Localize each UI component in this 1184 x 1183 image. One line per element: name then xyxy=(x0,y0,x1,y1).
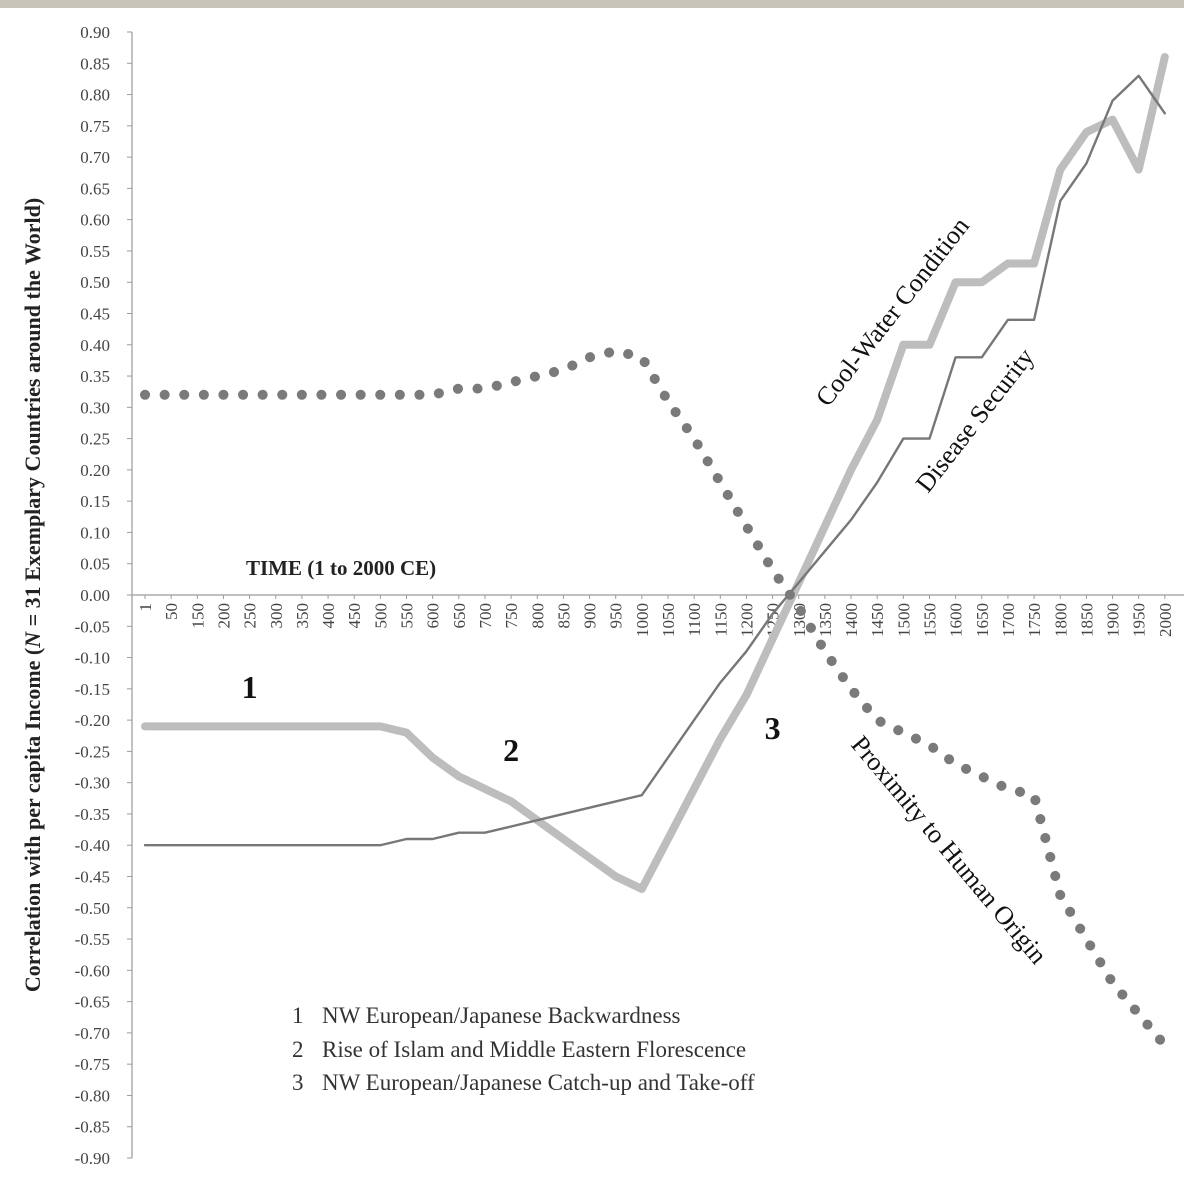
y-tick-label: -0.15 xyxy=(75,680,110,699)
x-tick-label: 2000 xyxy=(1156,603,1175,637)
x-tick-label: 500 xyxy=(371,603,390,629)
x-tick-label: 400 xyxy=(319,603,338,629)
y-tick-label: 0.70 xyxy=(80,148,110,167)
y-tick-label: -0.90 xyxy=(75,1149,110,1168)
series-layer xyxy=(140,53,1170,1051)
x-tick-label: 600 xyxy=(424,603,443,629)
x-tick-label: 700 xyxy=(476,603,495,629)
y-tick-label: 0.10 xyxy=(80,523,110,542)
legend-note-1-number: 1 xyxy=(292,1003,304,1028)
y-tick-label: 0.35 xyxy=(80,367,110,386)
y-tick-label: -0.30 xyxy=(75,774,110,793)
x-tick-label: 1400 xyxy=(842,603,861,637)
x-tick-label: 950 xyxy=(607,603,626,629)
y-tick-label: -0.75 xyxy=(75,1055,110,1074)
x-tick-label: 850 xyxy=(554,603,573,629)
y-tick-label: 0.15 xyxy=(80,492,110,511)
y-axis-label-italic-n: N xyxy=(20,631,45,649)
y-tick-label: 0.20 xyxy=(80,461,110,480)
y-tick-label: -0.20 xyxy=(75,711,110,730)
y-tick-label: 0.85 xyxy=(80,54,110,73)
x-tick-label: 550 xyxy=(398,603,417,629)
x-tick-label: 1900 xyxy=(1104,603,1123,637)
legend-notes: 1 NW European/Japanese Backwardness 2 Ri… xyxy=(292,1003,755,1095)
x-tick-label: 1950 xyxy=(1130,603,1149,637)
period-marker-2: 2 xyxy=(503,732,519,768)
x-tick-label: 650 xyxy=(450,603,469,629)
x-tick-label: 1750 xyxy=(1025,603,1044,637)
x-tick-label: 1800 xyxy=(1051,603,1070,637)
legend-note-2-number: 2 xyxy=(292,1037,304,1062)
x-tick-label: 1700 xyxy=(999,603,1018,637)
x-tick-label: 1100 xyxy=(685,603,704,636)
y-tick-label: 0.80 xyxy=(80,86,110,105)
x-tick-label: 1350 xyxy=(816,603,835,637)
y-tick-label: 0.25 xyxy=(80,430,110,449)
y-tick-label: -0.05 xyxy=(75,617,110,636)
period-marker-1: 1 xyxy=(242,669,258,705)
y-axis-label-part-2: = 31 Exemplary Countries around the Worl… xyxy=(20,198,45,632)
x-tick-label: 1450 xyxy=(868,603,887,637)
window-top-border xyxy=(0,0,1184,8)
x-tick-label: 1000 xyxy=(633,603,652,637)
x-tick-label: 200 xyxy=(214,603,233,629)
y-tick-label: 0.45 xyxy=(80,305,110,324)
x-tick-label: 1500 xyxy=(894,603,913,637)
y-tick-label: -0.35 xyxy=(75,805,110,824)
y-tick-label: 0.90 xyxy=(80,23,110,42)
series-line-0 xyxy=(141,53,1169,893)
y-tick-label: -0.10 xyxy=(75,649,110,668)
y-tick-label: 0.05 xyxy=(80,555,110,574)
y-axis-label: Correlation with per capita Income (N = … xyxy=(20,198,45,992)
y-tick-label: 0.75 xyxy=(80,117,110,136)
y-axis-label-part-1: Correlation with per capita Income ( xyxy=(20,648,45,992)
x-tick-label: 50 xyxy=(162,603,181,620)
x-tick-label: 800 xyxy=(528,603,547,629)
x-tick-label: 1550 xyxy=(921,603,940,637)
x-tick-label: 1650 xyxy=(973,603,992,637)
y-tick-label: 0.30 xyxy=(80,398,110,417)
y-tick-label: 0.65 xyxy=(80,179,110,198)
legend-note-3-number: 3 xyxy=(292,1070,304,1095)
legend-note-3-text: NW European/Japanese Catch-up and Take-o… xyxy=(322,1070,755,1095)
x-tick-label: 150 xyxy=(188,603,207,629)
series-line-2 xyxy=(140,346,1170,1051)
y-tick-label: 0.60 xyxy=(80,211,110,230)
series-line-1 xyxy=(143,74,1167,847)
y-tick-label: -0.55 xyxy=(75,930,110,949)
x-tick-label: 1200 xyxy=(737,603,756,637)
y-tick-label: -0.40 xyxy=(75,836,110,855)
y-tick-label: 0.50 xyxy=(80,273,110,292)
y-tick-label: 0.55 xyxy=(80,242,110,261)
x-tick-label: 1850 xyxy=(1077,603,1096,637)
y-tick-label: -0.25 xyxy=(75,742,110,761)
y-tick-label: -0.80 xyxy=(75,1086,110,1105)
y-tick-label: -0.70 xyxy=(75,1024,110,1043)
y-tick-label: 0.00 xyxy=(80,586,110,605)
y-tick-label: -0.85 xyxy=(75,1118,110,1137)
y-tick-label: -0.50 xyxy=(75,899,110,918)
x-tick-label: 900 xyxy=(581,603,600,629)
period-marker-3: 3 xyxy=(765,710,781,746)
legend-note-1-text: NW European/Japanese Backwardness xyxy=(322,1003,681,1028)
x-tick-label: 1600 xyxy=(947,603,966,637)
axes-layer: 0.90 0.85 0.80 0.75 0.70 0.65 0.60 0.55 0.50 0.45… xyxy=(75,23,1184,1168)
y-tick-label: -0.45 xyxy=(75,868,110,887)
x-tick-label: 1150 xyxy=(711,603,730,636)
x-tick-label: 1 xyxy=(136,603,155,612)
x-tick-label: 250 xyxy=(241,603,260,629)
x-tick-label: 450 xyxy=(345,603,364,629)
legend-note-2-text: Rise of Islam and Middle Eastern Floresc… xyxy=(322,1037,746,1062)
y-tick-label: -0.60 xyxy=(75,961,110,980)
x-tick-label: 300 xyxy=(267,603,286,629)
y-tick-label: -0.65 xyxy=(75,993,110,1012)
x-tick-label: 1050 xyxy=(659,603,678,637)
y-tick-label: 0.40 xyxy=(80,336,110,355)
x-tick-label: 350 xyxy=(293,603,312,629)
x-tick-label: 750 xyxy=(502,603,521,629)
x-axis-label: TIME (1 to 2000 CE) xyxy=(246,556,436,580)
